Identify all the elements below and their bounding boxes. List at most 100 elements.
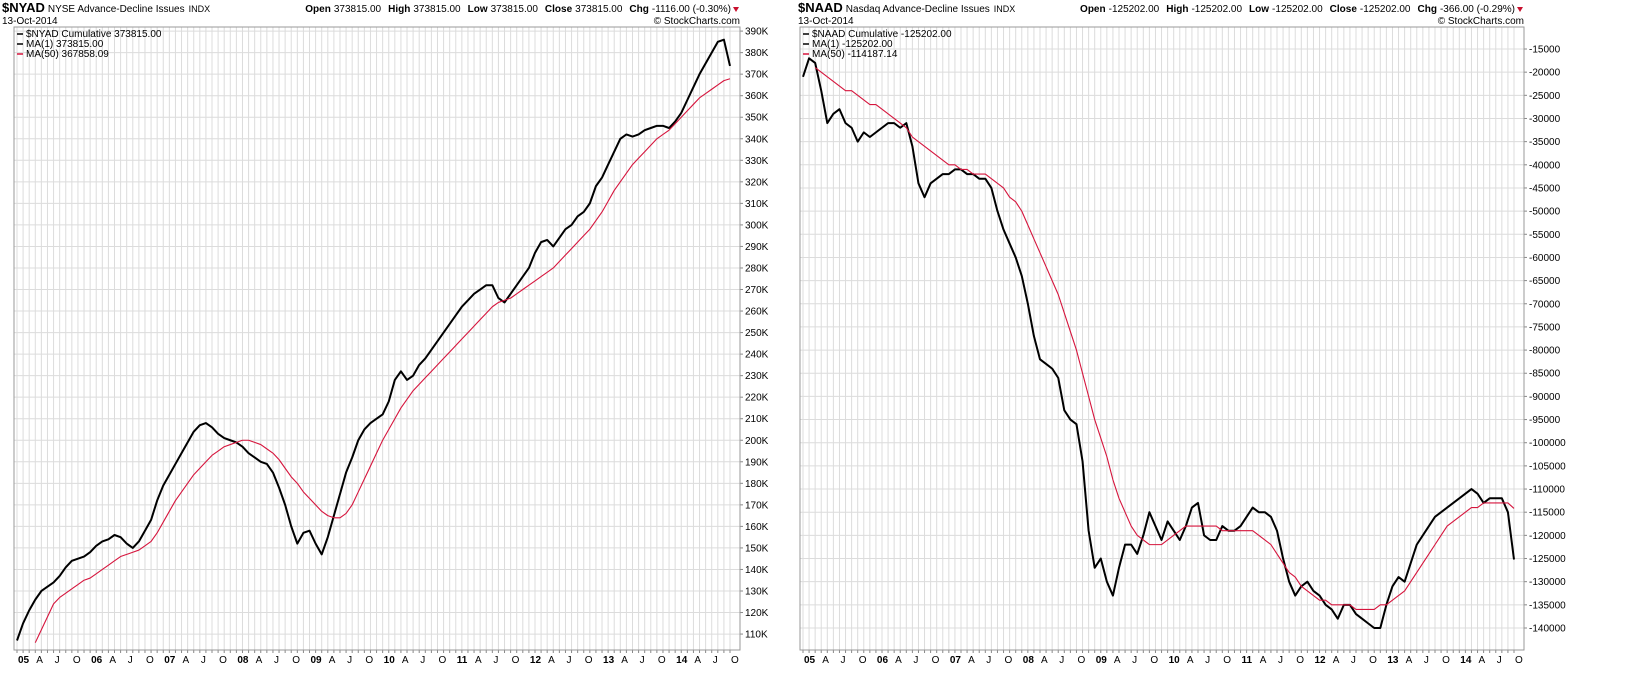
credit: © StockCharts.com: [654, 16, 740, 27]
y-tick-label: -110000: [1529, 485, 1565, 496]
exchange: INDX: [994, 4, 1016, 14]
quote-value: -125202.00: [1360, 4, 1411, 15]
y-tick-label: -55000: [1529, 230, 1561, 241]
x-tick-label: A: [329, 655, 336, 666]
series-line: [34, 78, 731, 643]
x-tick-label: A: [256, 655, 263, 666]
y-tick-label: 160K: [745, 522, 769, 533]
x-tick-label: A: [1114, 655, 1121, 666]
x-tick-label: 05: [804, 655, 816, 666]
x-tick-label: A: [694, 655, 701, 666]
y-tick-label: -130000: [1529, 577, 1566, 588]
y-tick-label: 380K: [745, 48, 769, 59]
legend-entry: MA(1) 373815.00: [26, 39, 104, 50]
series-line: [814, 67, 1515, 611]
y-tick-label: 130K: [745, 586, 769, 597]
x-tick-label: J: [913, 655, 918, 666]
x-tick-label: J: [347, 655, 352, 666]
quote-label: Open: [1080, 4, 1106, 15]
quote-value: 373815.00: [575, 4, 623, 15]
x-tick-label: O: [731, 655, 739, 666]
x-tick-label: J: [493, 655, 498, 666]
x-tick-label: 12: [1314, 655, 1326, 666]
x-tick-label: 09: [1096, 655, 1108, 666]
y-tick-label: -125000: [1529, 554, 1566, 565]
y-tick-label: -20000: [1529, 68, 1561, 79]
x-tick-label: J: [1059, 655, 1064, 666]
x-tick-label: A: [475, 655, 482, 666]
legend-entry: $NYAD Cumulative 373815.00: [26, 29, 162, 40]
x-tick-label: 05: [18, 655, 30, 666]
x-tick-label: O: [585, 655, 593, 666]
x-tick-label: A: [1479, 655, 1486, 666]
x-tick-label: J: [55, 655, 60, 666]
series-line: [802, 57, 1515, 629]
x-tick-label: A: [36, 655, 43, 666]
x-tick-label: O: [292, 655, 300, 666]
x-tick-label: 14: [1460, 655, 1472, 666]
y-tick-label: -75000: [1529, 322, 1561, 333]
down-arrow: [1517, 7, 1523, 12]
quote-value: -125202.00: [1272, 4, 1323, 15]
quote-value: 373815.00: [334, 4, 382, 15]
x-tick-label: O: [1515, 655, 1523, 666]
y-tick-label: -35000: [1529, 137, 1561, 148]
legend-entry: $NAAD Cumulative -125202.00: [812, 29, 952, 40]
x-tick-label: O: [146, 655, 154, 666]
y-tick-label: 370K: [745, 70, 769, 81]
x-tick-label: A: [895, 655, 902, 666]
y-tick-label: 330K: [745, 156, 769, 167]
y-tick-label: 250K: [745, 328, 769, 339]
y-tick-label: -15000: [1529, 45, 1561, 56]
x-tick-label: O: [1223, 655, 1231, 666]
y-tick-label: 340K: [745, 134, 769, 145]
x-tick-label: J: [840, 655, 845, 666]
quote-label: Chg: [629, 4, 648, 15]
chart-title: Nasdaq Advance-Decline Issues: [846, 4, 990, 15]
x-tick-label: 06: [91, 655, 103, 666]
series-line: [16, 38, 731, 641]
x-tick-label: O: [1077, 655, 1085, 666]
quote-value: -366.00 (-0.29%): [1440, 4, 1515, 15]
x-tick-label: A: [1406, 655, 1413, 666]
y-tick-label: 310K: [745, 199, 769, 210]
y-tick-label: 260K: [745, 307, 769, 318]
y-tick-label: 270K: [745, 285, 769, 296]
plot-border: [799, 26, 1525, 651]
y-tick-label: 140K: [745, 565, 769, 576]
x-tick-label: O: [1442, 655, 1450, 666]
x-tick-label: J: [566, 655, 571, 666]
x-tick-label: O: [1296, 655, 1304, 666]
y-tick-label: 180K: [745, 479, 769, 490]
quote-value: 373815.00: [491, 4, 539, 15]
x-tick-label: O: [365, 655, 373, 666]
date: 13-Oct-2014: [798, 16, 854, 27]
y-tick-label: 320K: [745, 177, 769, 188]
y-tick-label: 390K: [745, 27, 769, 38]
down-arrow: [733, 7, 739, 12]
x-tick-label: A: [1260, 655, 1267, 666]
quote-label: Chg: [1418, 4, 1437, 15]
legend-entry: MA(50) 367858.09: [26, 49, 109, 60]
y-tick-label: -140000: [1529, 623, 1566, 634]
y-tick-label: 150K: [745, 543, 769, 554]
quote-label: Low: [1249, 4, 1269, 15]
y-tick-label: -50000: [1529, 207, 1561, 218]
y-tick-label: -25000: [1529, 91, 1561, 102]
x-tick-label: A: [183, 655, 190, 666]
x-tick-label: O: [438, 655, 446, 666]
x-tick-label: O: [932, 655, 940, 666]
x-tick-label: 07: [164, 655, 176, 666]
x-tick-label: 13: [1387, 655, 1399, 666]
y-tick-label: -65000: [1529, 276, 1561, 287]
symbol: $NAAD: [798, 0, 843, 15]
x-tick-label: J: [420, 655, 425, 666]
y-tick-label: 220K: [745, 393, 769, 404]
x-tick-label: J: [1424, 655, 1429, 666]
x-tick-label: 08: [1023, 655, 1035, 666]
chart-header: $NAAD Nasdaq Advance-Decline Issues INDX: [798, 0, 1015, 15]
quote-value: 373815.00: [413, 4, 461, 15]
x-tick-label: 10: [1169, 655, 1181, 666]
y-tick-label: -80000: [1529, 346, 1561, 357]
